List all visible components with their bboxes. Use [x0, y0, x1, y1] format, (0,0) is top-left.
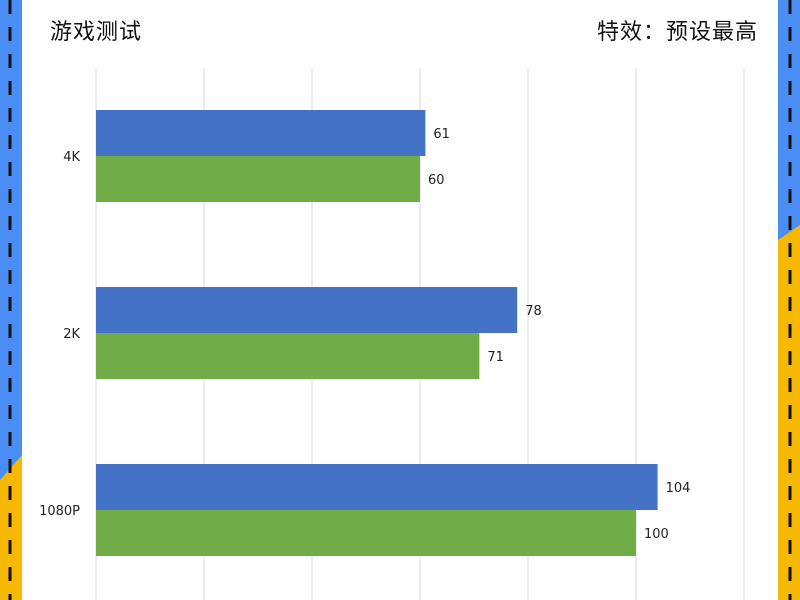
bar [96, 510, 636, 556]
data-label: 61 [433, 127, 450, 142]
data-label: 78 [525, 304, 542, 319]
data-label: 60 [428, 173, 445, 188]
category-label: 2K [63, 327, 80, 342]
bar [96, 333, 480, 379]
right-decorative-strip [778, 0, 800, 600]
bar [96, 287, 518, 333]
bar [96, 156, 420, 202]
data-label: 100 [644, 527, 669, 542]
chart-title: 游戏测试 [50, 20, 143, 45]
settings-label: 特效：预设最高 [596, 20, 758, 45]
left-decorative-strip [0, 0, 22, 600]
bar [96, 110, 426, 156]
data-label: 104 [666, 481, 691, 496]
bar [96, 464, 658, 510]
category-label: 4K [63, 150, 80, 165]
category-label: 1080P [39, 504, 80, 519]
data-label: 71 [487, 350, 504, 365]
